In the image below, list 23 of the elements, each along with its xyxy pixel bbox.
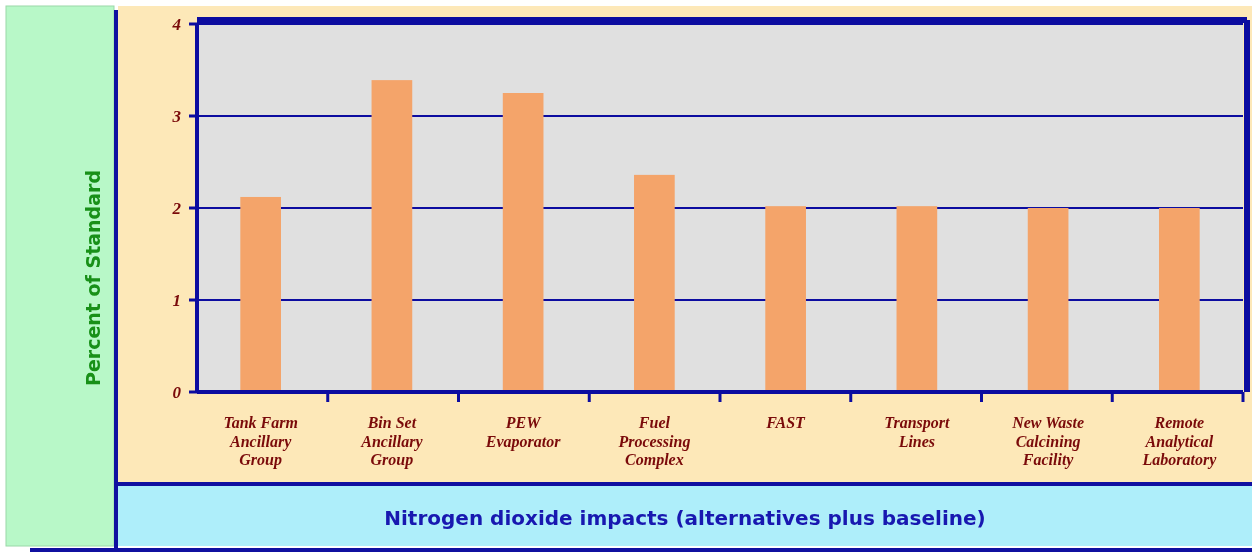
bar — [502, 93, 544, 392]
bar — [896, 206, 938, 392]
y-tick-label: 3 — [171, 107, 182, 126]
y-tick-label: 4 — [171, 15, 181, 34]
y-tick-label: 2 — [171, 199, 182, 218]
y-tick-label: 1 — [172, 291, 181, 310]
x-tick-label: FAST — [765, 414, 807, 431]
x-tick-label: Fuel Processing Complex — [617, 414, 691, 469]
x-tick-label: Transport Lines — [884, 414, 951, 450]
x-tick-label: Bin Set Ancillary Group — [360, 414, 424, 469]
y-axis-title: Percent of Standard — [82, 170, 104, 386]
bar — [765, 206, 806, 392]
x-axis-title: Nitrogen dioxide impacts (alternatives plus baseline) — [384, 506, 986, 530]
bar — [1159, 208, 1200, 392]
x-tick-label: Tank Farm Ancillary Group — [223, 414, 298, 469]
bar — [1027, 208, 1069, 392]
bar — [634, 174, 675, 392]
bar — [371, 80, 413, 392]
x-tick-label: Remote Analytical Laboratory — [1141, 414, 1218, 469]
bar — [240, 196, 281, 392]
x-tick-label: New Waste Calcining Facility — [1011, 414, 1085, 469]
y-tick-label: 0 — [172, 383, 182, 402]
x-tick-label: PEW Evaporator — [484, 414, 562, 451]
